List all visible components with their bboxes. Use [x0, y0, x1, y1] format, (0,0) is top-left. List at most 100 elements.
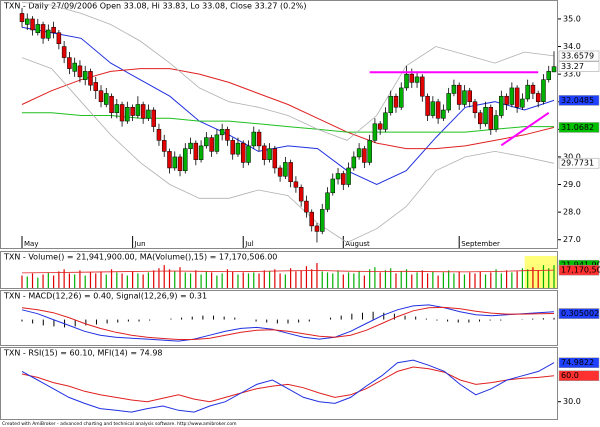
rsi-line: [21, 366, 555, 403]
candle-body: [119, 104, 125, 122]
y-tick-label: 30.0: [563, 397, 581, 406]
candle-body: [130, 107, 135, 116]
candle-body: [341, 173, 346, 185]
candle-body: [414, 76, 420, 83]
rsi-line: [21, 359, 555, 413]
candle-body: [277, 167, 283, 177]
y-tick-label: 27.0: [563, 235, 581, 244]
candle-body: [456, 84, 462, 105]
candle-body: [151, 109, 156, 127]
candle-body: [298, 187, 304, 202]
annotation-line: [500, 111, 550, 147]
candle-body: [125, 107, 130, 122]
candle-body: [367, 140, 372, 163]
candle-body: [46, 29, 51, 39]
candle-body: [283, 162, 288, 177]
candle-body: [183, 148, 188, 171]
candle-body: [219, 129, 225, 136]
macd-line: [21, 306, 555, 340]
value-tag-box: [558, 95, 600, 106]
candle-body: [177, 156, 183, 171]
candle-body: [88, 71, 93, 86]
value-tag-box: [558, 61, 600, 72]
price-pane: [0, 0, 558, 249]
candle-body: [256, 131, 262, 147]
value-tag-box: [558, 370, 600, 381]
candle-body: [251, 131, 257, 147]
candle-body: [493, 115, 499, 130]
candle-body: [40, 24, 46, 39]
candle-body: [388, 95, 393, 114]
candle-body: [346, 167, 351, 185]
candle-body: [240, 142, 246, 163]
candle-body: [509, 87, 515, 105]
value-tag-box: [558, 157, 600, 169]
candle-body: [209, 137, 214, 152]
candle-body: [56, 32, 62, 45]
candle-body: [262, 145, 267, 160]
candle-body: [109, 95, 114, 114]
value-tag: 33.6579: [561, 51, 594, 60]
candle-body: [193, 142, 199, 160]
volume-pane: [0, 251, 558, 289]
candle-body: [156, 129, 162, 141]
x-tick-label: August: [345, 240, 370, 248]
candle-body: [362, 148, 367, 163]
candle-body: [135, 104, 141, 116]
volume-title: TXN - Volume() = 21,941,900.00, MA(Volum…: [3, 253, 277, 262]
candle-body: [520, 98, 525, 108]
candle-body: [514, 87, 520, 108]
candle-body: [409, 73, 415, 83]
candle-body: [356, 148, 362, 158]
candle-body: [104, 93, 109, 105]
candle-body: [161, 140, 167, 152]
candle-body: [404, 73, 409, 89]
value-tag-box: [558, 357, 600, 368]
value-tag: 32.0485: [561, 96, 594, 105]
candle-body: [267, 148, 272, 160]
candle-body: [67, 57, 72, 69]
candle-body: [72, 62, 77, 72]
candle-body: [393, 95, 399, 108]
rsi-title: TXN - RSI(15) = 60.10, MFI(14) = 74.98: [3, 349, 163, 358]
overlay-line: [21, 57, 555, 243]
candle-body: [230, 140, 235, 155]
x-tick-label: Jul: [244, 240, 254, 248]
x-tick-label: September: [461, 240, 500, 248]
candle-body: [304, 200, 309, 213]
candle-body: [483, 107, 488, 125]
candle-body: [441, 109, 446, 119]
candle-body: [446, 93, 451, 111]
candle-body: [383, 112, 388, 130]
candle-body: [167, 151, 172, 169]
macd-title: TXN - MACD(12,26) = 0.40, Signal(12,26,9…: [3, 292, 207, 301]
candle-body: [488, 107, 494, 130]
candle-body: [541, 79, 546, 102]
value-tag: 60.0: [561, 371, 579, 380]
candle-body: [19, 13, 25, 22]
candle-body: [246, 145, 251, 163]
overlay-line: [21, 2, 555, 141]
candle-body: [314, 225, 320, 232]
candle-body: [330, 178, 336, 194]
value-tag: 74.9822: [561, 358, 594, 367]
candle-body: [398, 87, 404, 108]
candle-body: [372, 123, 378, 141]
candle-body: [198, 145, 204, 160]
candle-body: [425, 95, 430, 116]
candle-body: [309, 211, 314, 227]
value-tag-box: [558, 50, 600, 62]
value-tag: 17,170,50: [561, 266, 600, 275]
candle-body: [51, 26, 56, 33]
candle-body: [546, 71, 551, 80]
overlay-line: [21, 68, 555, 150]
candle-body: [335, 173, 341, 180]
macd-line: [21, 304, 555, 342]
candle-body: [114, 104, 120, 114]
candle-body: [535, 93, 541, 102]
candle-body: [325, 192, 330, 210]
rsi-pane: [0, 347, 558, 420]
candle-body: [420, 76, 425, 97]
overlay-line: [21, 26, 555, 186]
